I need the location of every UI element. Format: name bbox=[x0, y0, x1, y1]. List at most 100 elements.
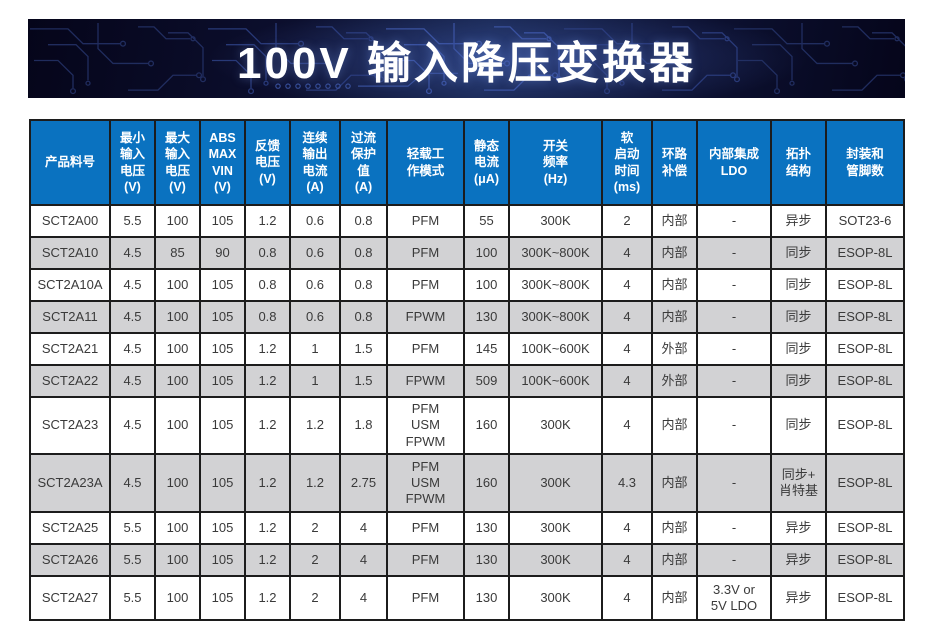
table-row: SCT2A22 4.5 100 105 1.2 1 1.5 FPWM 509 100K~600K 4… bbox=[29, 364, 905, 398]
table-cell: 4 bbox=[601, 575, 653, 621]
table-cell: 0.8 bbox=[339, 268, 388, 302]
table-cell: 1.2 bbox=[244, 332, 291, 366]
table-cell: ESOP-8L bbox=[825, 453, 905, 513]
table-cell: 4 bbox=[339, 511, 388, 545]
table-cell: 同步 bbox=[770, 332, 827, 366]
table-cell: PFM bbox=[386, 575, 465, 621]
table-cell: 内部 bbox=[651, 236, 698, 270]
table-cell: 4.5 bbox=[109, 453, 156, 513]
part-number-cell: SCT2A27 bbox=[29, 575, 111, 621]
table-cell: 4 bbox=[339, 575, 388, 621]
column-header: 封装和 管脚数 bbox=[825, 119, 905, 206]
table-cell: 2 bbox=[289, 575, 341, 621]
table-cell: 100K~600K bbox=[508, 364, 603, 398]
table-cell: ESOP-8L bbox=[825, 396, 905, 455]
table-cell: 异步 bbox=[770, 511, 827, 545]
table-cell: 1 bbox=[289, 364, 341, 398]
table-cell: 145 bbox=[463, 332, 510, 366]
table-cell: 0.8 bbox=[244, 268, 291, 302]
table-cell: 4.5 bbox=[109, 364, 156, 398]
table-cell: 105 bbox=[199, 453, 246, 513]
table-cell: 内部 bbox=[651, 575, 698, 621]
table-cell: 100 bbox=[154, 268, 201, 302]
table-cell: - bbox=[696, 364, 772, 398]
table-cell: 同步+ 肖特基 bbox=[770, 453, 827, 513]
table-cell: 4 bbox=[601, 332, 653, 366]
table-cell: 同步 bbox=[770, 364, 827, 398]
table-cell: 内部 bbox=[651, 204, 698, 238]
table-cell: 300K bbox=[508, 204, 603, 238]
table-cell: 105 bbox=[199, 396, 246, 455]
table-cell: 300K~800K bbox=[508, 300, 603, 334]
table-cell: 100 bbox=[154, 511, 201, 545]
table-cell: 1.2 bbox=[244, 543, 291, 577]
table-cell: 4.5 bbox=[109, 332, 156, 366]
table-cell: 130 bbox=[463, 543, 510, 577]
table-cell: 105 bbox=[199, 575, 246, 621]
table-cell: 内部 bbox=[651, 511, 698, 545]
table-cell: 130 bbox=[463, 575, 510, 621]
table-cell: - bbox=[696, 543, 772, 577]
table-cell: - bbox=[696, 332, 772, 366]
table-cell: 130 bbox=[463, 300, 510, 334]
table-row: SCT2A11 4.5 100 105 0.8 0.6 0.8 FPWM 130 300K~800… bbox=[29, 300, 905, 334]
table-cell: 130 bbox=[463, 511, 510, 545]
column-header: 连续 输出 电流 (A) bbox=[289, 119, 341, 206]
table-cell: 160 bbox=[463, 453, 510, 513]
part-number-cell: SCT2A10 bbox=[29, 236, 111, 270]
table-cell: 同步 bbox=[770, 268, 827, 302]
table-cell: 4.5 bbox=[109, 396, 156, 455]
table-cell: 4 bbox=[601, 236, 653, 270]
table-cell: 0.6 bbox=[289, 236, 341, 270]
table-cell: 1.2 bbox=[244, 396, 291, 455]
table-cell: 0.8 bbox=[339, 300, 388, 334]
table-row: SCT2A25 5.5 100 105 1.2 2 4 PFM 130 300K 4 内部 - 异步 ESO… bbox=[29, 511, 905, 545]
table-cell: 85 bbox=[154, 236, 201, 270]
table-cell: FPWM bbox=[386, 364, 465, 398]
table-cell: ESOP-8L bbox=[825, 236, 905, 270]
table-cell: 异步 bbox=[770, 575, 827, 621]
table-cell: 1.2 bbox=[289, 396, 341, 455]
table-cell: 1 bbox=[289, 332, 341, 366]
page-title: 100V 输入降压变换器 bbox=[237, 38, 696, 88]
table-cell: 4.5 bbox=[109, 268, 156, 302]
table-cell: 1.2 bbox=[244, 453, 291, 513]
column-header: 最大 输入 电压 (V) bbox=[154, 119, 201, 206]
table-cell: 0.8 bbox=[339, 204, 388, 238]
circuit-pattern-decoration bbox=[29, 19, 905, 98]
table-cell: SOT23-6 bbox=[825, 204, 905, 238]
table-cell: ESOP-8L bbox=[825, 543, 905, 577]
column-header: ABS MAX VIN (V) bbox=[199, 119, 246, 206]
table-cell: PFM bbox=[386, 204, 465, 238]
column-header: 轻载工 作模式 bbox=[386, 119, 465, 206]
table-cell: 105 bbox=[199, 511, 246, 545]
table-cell: 2 bbox=[601, 204, 653, 238]
table-cell: PFM bbox=[386, 543, 465, 577]
table-cell: ESOP-8L bbox=[825, 268, 905, 302]
table-row: SCT2A21 4.5 100 105 1.2 1 1.5 PFM 145 100K~600K 4 外… bbox=[29, 332, 905, 366]
table-cell: ESOP-8L bbox=[825, 300, 905, 334]
part-number-cell: SCT2A23A bbox=[29, 453, 111, 513]
table-cell: 4.5 bbox=[109, 236, 156, 270]
table-cell: 300K~800K bbox=[508, 268, 603, 302]
part-number-cell: SCT2A26 bbox=[29, 543, 111, 577]
table-cell: 100 bbox=[154, 396, 201, 455]
table-cell: 1.2 bbox=[244, 575, 291, 621]
table-cell: 100 bbox=[154, 332, 201, 366]
table-cell: 300K bbox=[508, 543, 603, 577]
table-cell: - bbox=[696, 453, 772, 513]
table-cell: ESOP-8L bbox=[825, 364, 905, 398]
table-cell: 0.8 bbox=[244, 236, 291, 270]
table-cell: 异步 bbox=[770, 543, 827, 577]
table-cell: 4 bbox=[601, 268, 653, 302]
table-cell: 100 bbox=[154, 364, 201, 398]
table-cell: 4.5 bbox=[109, 300, 156, 334]
table-cell: 300K bbox=[508, 575, 603, 621]
part-number-cell: SCT2A10A bbox=[29, 268, 111, 302]
table-cell: 异步 bbox=[770, 204, 827, 238]
table-cell: 5.5 bbox=[109, 575, 156, 621]
product-table-container: 产品料号 最小 输入 电压 (V) 最大 输入 电压 (V) ABS MAX VIN … bbox=[29, 119, 905, 621]
column-header: 静态 电流 (μA) bbox=[463, 119, 510, 206]
table-cell: 外部 bbox=[651, 364, 698, 398]
table-cell: 内部 bbox=[651, 453, 698, 513]
